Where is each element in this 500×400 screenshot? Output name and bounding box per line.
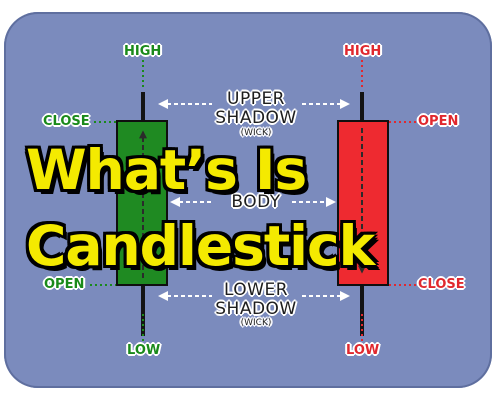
upper-shadow-label-2: SHADOW [215,108,297,128]
upper-shadow-label-1: UPPER [227,89,285,109]
green-high-label: HIGH [124,44,162,59]
lower-wick-label: (WICK) [240,318,272,328]
title-line-2: Candlestick [26,214,375,278]
lower-shadow-label-1: LOWER [223,280,289,300]
red-open-label: OPEN [418,114,459,129]
title-line-1: What’s Is [26,138,307,202]
red-close-label: CLOSE [418,277,465,292]
green-close-label: CLOSE [43,114,90,129]
body-label: BODY [231,192,281,212]
upper-wick-label: (WICK) [240,128,272,138]
lower-shadow-label-2: SHADOW [215,299,297,319]
red-high-label: HIGH [344,44,382,59]
green-open-label: OPEN [44,277,85,292]
red-low-label: LOW [346,343,380,358]
diagram-background [4,12,492,388]
green-low-label: LOW [127,343,161,358]
